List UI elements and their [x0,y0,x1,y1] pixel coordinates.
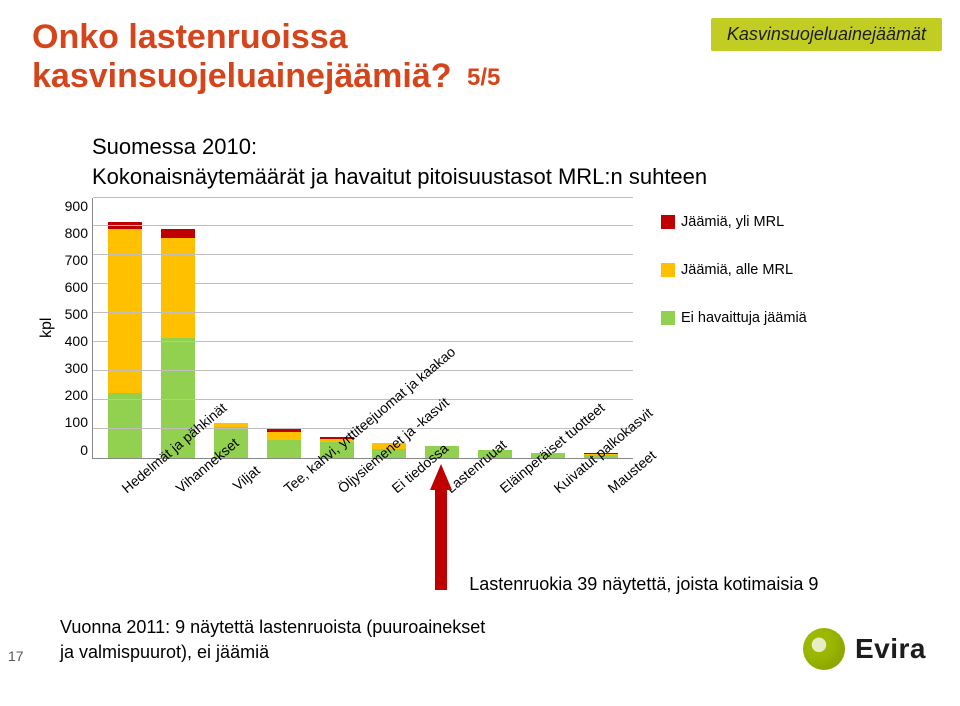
page-number: 17 [8,648,24,664]
y-tick: 200 [65,387,88,403]
gridline [93,254,633,255]
callout-arrow-icon [430,464,452,490]
bar-segment [108,393,142,458]
bar [267,429,301,458]
y-tick: 800 [65,225,88,241]
y-tick: 500 [65,306,88,322]
legend-swatch [661,263,675,277]
y-tick: 400 [65,333,88,349]
logo-icon [803,628,845,670]
bar-segment [161,238,195,338]
gridline [93,225,633,226]
legend: Jäämiä, yli MRL Jäämiä, alle MRL Ei havait… [661,214,807,358]
x-tick: Hedelmät ja pähkinät [119,462,155,496]
callout-text: Lastenruokia 39 näytettä, joista kotimai… [469,574,818,595]
y-tick: 0 [80,442,88,458]
bar-segment [267,432,301,441]
y-tick: 600 [65,279,88,295]
bar-segment [267,440,301,457]
gridline [93,283,633,284]
y-tick: 100 [65,414,88,430]
footnote: Vuonna 2011: 9 näytettä lastenruoista (p… [60,615,485,664]
y-tick: 900 [65,198,88,214]
legend-item: Ei havaittuja jäämiä [661,310,807,326]
y-axis-label: kpl [38,317,56,337]
legend-item: Jäämiä, yli MRL [661,214,807,230]
gridline [93,312,633,313]
gridline [93,197,633,198]
x-axis-ticks: Hedelmät ja pähkinätVihanneksetViljatTee… [92,459,644,475]
x-tick: Öljysiemenet ja -kasvit [335,462,371,496]
legend-label: Jäämiä, yli MRL [681,214,784,230]
legend-item: Jäämiä, alle MRL [661,262,807,278]
bar-segment [161,229,195,238]
legend-swatch [661,311,675,325]
y-tick: 300 [65,360,88,376]
topic-badge: Kasvinsuojeluainejäämät [711,18,942,51]
callout-arrow-stem [435,490,447,590]
logo: Evira [803,628,926,670]
bar [108,222,142,457]
subtitle: Suomessa 2010:Kokonaisnäytemäärät ja hav… [92,132,928,191]
x-tick: Eläinperäiset tuotteet [497,462,533,496]
gridline [93,370,633,371]
x-tick: Ei tiedossa [389,462,425,496]
x-tick: Tee, kahvi, yrttiteejuomat ja kaakao [281,462,317,496]
title-line2: kasvinsuojeluainejäämiä? 5/5 [32,57,928,96]
legend-swatch [661,215,675,229]
legend-label: Ei havaittuja jäämiä [681,310,807,326]
gridline [93,399,633,400]
y-tick: 700 [65,252,88,268]
gridline [93,341,633,342]
logo-text: Evira [855,633,926,665]
x-tick: Mausteet [605,462,641,496]
x-tick: Kuivatut palkokasvit [551,462,587,496]
chart: kpl 9008007006005004003002001000 Jäämiä,… [42,198,960,475]
x-tick: Viljat [227,462,263,496]
legend-label: Jäämiä, alle MRL [681,262,793,278]
x-tick: Vihannekset [173,462,209,496]
